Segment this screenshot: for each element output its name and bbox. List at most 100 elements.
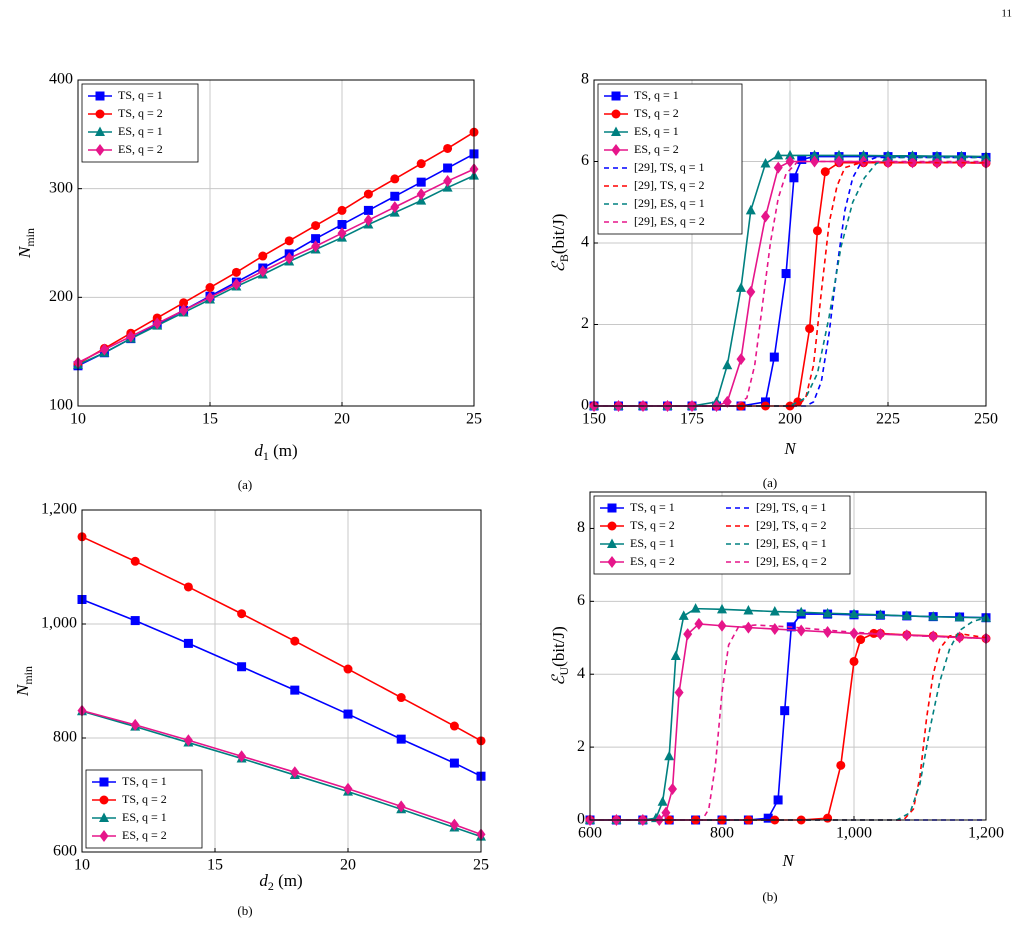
series-line bbox=[77, 168, 475, 364]
marker bbox=[258, 251, 268, 261]
marker bbox=[99, 812, 109, 822]
marker bbox=[396, 800, 406, 813]
legend-label: [29], TS, q = 1 bbox=[756, 500, 827, 514]
marker bbox=[611, 109, 621, 119]
marker bbox=[337, 205, 347, 215]
series-line bbox=[594, 160, 986, 407]
marker bbox=[343, 664, 353, 674]
axis-label: N bbox=[781, 851, 795, 870]
chart: 600 800 1,000 1,200 0 2 4 6 8 TS, q = 1 TS, q = 2 E… bbox=[549, 491, 1004, 904]
marker bbox=[785, 149, 795, 160]
marker bbox=[343, 782, 353, 795]
legend-label: [29], TS, q = 1 bbox=[634, 160, 705, 174]
marker bbox=[449, 721, 459, 731]
label-part: (bit/J) bbox=[549, 626, 568, 667]
marker bbox=[99, 795, 109, 805]
marker bbox=[607, 538, 617, 548]
axis-label: d2 (m) bbox=[259, 871, 302, 893]
plot-frame bbox=[593, 79, 987, 407]
legend-label: TS, q = 1 bbox=[630, 500, 675, 514]
marker bbox=[311, 221, 321, 231]
marker bbox=[683, 628, 693, 641]
legend-label: TS, q = 2 bbox=[630, 518, 675, 532]
marker bbox=[416, 177, 426, 187]
series-line bbox=[77, 131, 475, 365]
marker bbox=[205, 283, 215, 293]
marker bbox=[363, 205, 373, 215]
marker bbox=[746, 285, 756, 298]
x-tick-label: 225 bbox=[876, 411, 900, 428]
marker bbox=[95, 126, 105, 136]
marker bbox=[769, 352, 779, 362]
marker bbox=[183, 734, 193, 747]
marker bbox=[607, 556, 617, 568]
label-part: N bbox=[783, 439, 797, 458]
marker bbox=[337, 220, 347, 230]
marker bbox=[773, 149, 784, 160]
marker bbox=[205, 291, 215, 304]
plot-frame bbox=[77, 79, 475, 407]
marker bbox=[822, 607, 833, 618]
marker bbox=[179, 304, 189, 317]
plot-frame bbox=[81, 509, 482, 853]
y-tick-label: 8 bbox=[581, 71, 589, 88]
marker bbox=[769, 606, 780, 616]
marker bbox=[736, 282, 746, 292]
marker bbox=[763, 813, 773, 823]
page-number: 11 bbox=[1001, 8, 1012, 20]
legend: TS, q = 1 TS, q = 2 ES, q = 1 ES, q = 2 [29]… bbox=[593, 495, 851, 575]
label-part: d bbox=[254, 441, 263, 460]
marker bbox=[449, 818, 459, 831]
legend-label: ES, q = 1 bbox=[634, 124, 679, 138]
y-tick-label: 200 bbox=[49, 288, 73, 305]
marker bbox=[805, 324, 815, 334]
marker bbox=[311, 240, 321, 253]
marker bbox=[390, 174, 400, 184]
marker bbox=[954, 611, 965, 622]
chart: 10 15 20 25 100 200 300 400 TS, q = 1 TS, q = 2 ES… bbox=[15, 71, 482, 492]
marker bbox=[611, 126, 621, 136]
marker bbox=[858, 149, 869, 160]
marker bbox=[849, 656, 859, 666]
legend-label: [29], ES, q = 2 bbox=[634, 214, 705, 228]
marker bbox=[390, 201, 400, 214]
x-tick-label: 1,000 bbox=[836, 825, 872, 842]
series-line bbox=[81, 536, 482, 742]
marker bbox=[126, 330, 136, 343]
legend-label: [29], TS, q = 2 bbox=[634, 178, 705, 192]
legend-label: [29], ES, q = 1 bbox=[634, 196, 705, 210]
label-part: N bbox=[13, 683, 32, 697]
y-tick-label: 6 bbox=[581, 152, 589, 169]
y-tick-label: 100 bbox=[49, 397, 73, 414]
marker bbox=[717, 619, 727, 632]
marker bbox=[781, 269, 791, 279]
x-tick-label: 800 bbox=[710, 825, 734, 842]
marker bbox=[231, 278, 241, 291]
marker bbox=[443, 163, 453, 173]
legend-label: TS, q = 2 bbox=[118, 106, 163, 120]
label-part: ℰ bbox=[549, 260, 568, 272]
marker bbox=[449, 758, 459, 768]
marker bbox=[773, 161, 783, 174]
marker bbox=[611, 91, 621, 101]
y-tick-label: 300 bbox=[49, 179, 73, 196]
legend-label: [29], ES, q = 2 bbox=[756, 554, 827, 568]
legend-box bbox=[597, 83, 743, 235]
y-tick-label: 600 bbox=[53, 843, 77, 860]
marker bbox=[664, 750, 675, 761]
legend-label: TS, q = 1 bbox=[122, 774, 167, 788]
x-tick-label: 20 bbox=[334, 411, 350, 428]
legend-label: TS, q = 1 bbox=[634, 88, 679, 102]
legend-label: ES, q = 1 bbox=[118, 124, 163, 138]
marker bbox=[95, 91, 105, 101]
marker bbox=[736, 353, 746, 366]
y-tick-label: 400 bbox=[49, 71, 73, 88]
marker bbox=[657, 796, 668, 806]
x-tick-label: 1,200 bbox=[968, 825, 1004, 842]
marker bbox=[179, 298, 189, 308]
marker bbox=[859, 155, 868, 168]
y-tick-label: 0 bbox=[581, 397, 589, 414]
marker bbox=[694, 617, 704, 630]
